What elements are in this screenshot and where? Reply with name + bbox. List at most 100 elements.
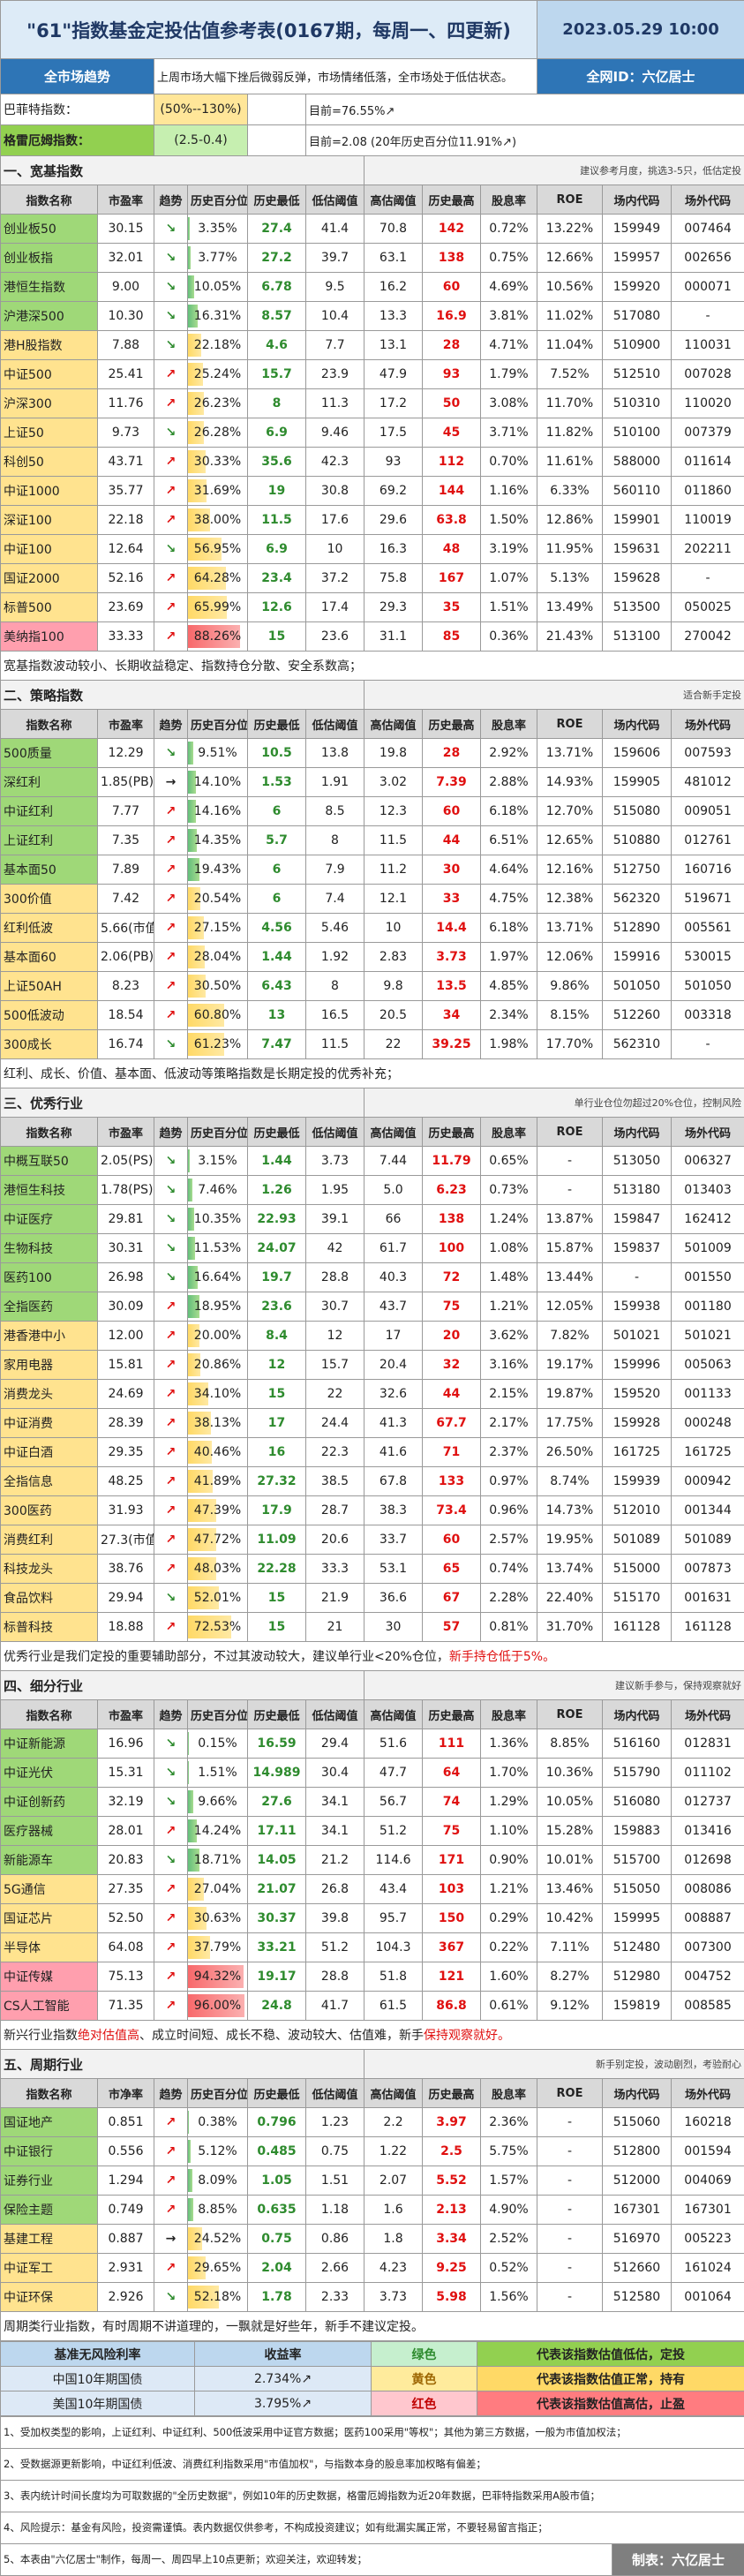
index-row: 港恒生科技 1.78(PS) ↘ 7.46% 1.26 1.95 5.0 6.23 0.73% -…: [0, 1175, 744, 1205]
roe: -: [537, 1146, 603, 1176]
percentile-text: 16.31%: [193, 309, 242, 323]
roe: 15.28%: [537, 1816, 603, 1846]
valuation: 27.35: [97, 1874, 154, 1904]
historic-low: 1.26: [247, 1175, 306, 1205]
high-threshold: 16.3: [364, 534, 423, 564]
roe: -: [537, 2165, 603, 2196]
valuation: 22.18: [97, 505, 154, 535]
roe: 11.70%: [537, 388, 603, 418]
historic-low: 1.44: [247, 942, 306, 972]
otc-code: 162412: [670, 1204, 744, 1234]
low-threshold: 1.91: [305, 767, 364, 797]
index-row: 证券行业 1.294 ↗ 8.09% 1.05 1.51 2.07 5.52 1.57% -512…: [0, 2165, 744, 2196]
percentile-cell: 28.04%: [187, 942, 248, 972]
percentile-text: 7.46%: [198, 1183, 237, 1197]
percentile-cell: 38.00%: [187, 505, 248, 535]
section-title: 一、宽基指数: [0, 155, 364, 185]
roe: 12.65%: [537, 825, 603, 855]
low-threshold: 1.92: [305, 942, 364, 972]
percentile-text: 52.01%: [193, 1591, 242, 1605]
dividend-yield: 4.85%: [480, 971, 537, 1001]
historic-low: 6: [247, 884, 306, 914]
percentile-bar: [188, 392, 204, 415]
roe: 11.95%: [537, 534, 603, 564]
high-threshold: 13.1: [364, 330, 423, 360]
dividend-yield: 2.88%: [480, 767, 537, 797]
dividend-yield: 3.19%: [480, 534, 537, 564]
otc-code: 008086: [670, 1874, 744, 1904]
index-name: 中证100: [0, 534, 98, 564]
index-name: 中证1000: [0, 476, 98, 506]
historic-high: 39.25: [422, 1029, 481, 1059]
exchange-code: 159901: [602, 505, 672, 535]
historic-high: 75: [422, 1292, 481, 1322]
high-threshold: 7.44: [364, 1146, 423, 1176]
index-row: 5G通信 27.35 ↗ 27.04% 21.07 26.8 43.4 103 1.21% 13.…: [0, 1874, 744, 1904]
exchange-code: 516080: [602, 1787, 672, 1817]
title-row: "61"指数基金定投估值参考表(0167期，每周一、四更新) 2023.05.29…: [0, 0, 744, 59]
index-row: 中证1000 35.77 ↗ 31.69% 19 30.8 69.2 144 1.16% 6.33…: [0, 476, 744, 506]
column-header: 指数名称 市净率 趋势 历史百分位 历史最低 低估阈值 高估阈值 历史最高 股息率 ROE 场内代码…: [0, 2078, 744, 2108]
historic-low: 8.4: [247, 1321, 306, 1351]
percentile-text: 61.23%: [193, 1037, 242, 1051]
low-threshold: 42: [305, 1233, 364, 1263]
percentile-cell: 37.79%: [187, 1932, 248, 1962]
dividend-yield: 6.18%: [480, 796, 537, 826]
column-label: 历史百分位: [187, 709, 248, 739]
percentile-bar: [188, 975, 207, 998]
index-name: 科创50: [0, 447, 98, 477]
historic-high: 138: [422, 243, 481, 273]
index-name: 中证500: [0, 359, 98, 389]
otc-code: 501009: [670, 1233, 744, 1263]
percentile-text: 3.35%: [198, 222, 237, 236]
legend-color: 绿色: [371, 2341, 477, 2367]
historic-low: 30.37: [247, 1903, 306, 1933]
low-threshold: 21.9: [305, 1583, 364, 1613]
index-row: 中证新能源 16.96 ↘ 0.15% 16.59 29.4 51.6 111 1.36% 8.8…: [0, 1729, 744, 1759]
percentile-bar: [188, 1208, 194, 1231]
index-row: 中证光伏 15.31 ↘ 1.51% 14.989 30.4 47.7 64 1.70% 10.3…: [0, 1758, 744, 1788]
high-threshold: 41.6: [364, 1437, 423, 1467]
historic-low: 14.05: [247, 1845, 306, 1875]
column-label: 股息率: [480, 2078, 537, 2108]
percentile-cell: 26.28%: [187, 418, 248, 448]
low-threshold: 41.4: [305, 214, 364, 244]
percentile-bar: [188, 450, 207, 473]
buffett-current: 目前=76.55%↗: [304, 94, 744, 125]
dividend-yield: 0.29%: [480, 1903, 537, 1933]
trend: ↘: [154, 301, 188, 331]
trend: ↗: [154, 388, 188, 418]
column-label: 历史最低: [247, 1117, 306, 1147]
column-label: 历史百分位: [187, 2078, 248, 2108]
percentile-cell: 3.15%: [187, 1146, 248, 1176]
roe: 10.36%: [537, 1758, 603, 1788]
index-row: 中证环保 2.926 ↘ 52.18% 1.78 2.33 3.73 5.98 1.56% -51…: [0, 2282, 744, 2312]
roe: 13.87%: [537, 1204, 603, 1234]
exchange-code: 159631: [602, 534, 672, 564]
index-name: 医疗器械: [0, 1816, 98, 1846]
footnote-row: 4、风险提示：基金有风险，投资需谨慎。表内数据仅供参考，不构成投资建议；如有纰漏…: [0, 2512, 744, 2544]
index-row: 港恒生指数 9.00 ↘ 10.05% 6.78 9.5 16.2 60 4.69% 10.56%…: [0, 272, 744, 302]
low-threshold: 34.1: [305, 1816, 364, 1846]
exchange-code: 510880: [602, 825, 672, 855]
historic-high: 57: [422, 1612, 481, 1642]
otc-code: 000248: [670, 1408, 744, 1438]
historic-high: 45: [422, 418, 481, 448]
section-footnote: 周期类行业指数，有时周期不讲道理的，一飘就是好些年，新手不建议定投。: [0, 2311, 744, 2341]
section-title: 三、优秀行业: [0, 1088, 364, 1118]
index-row: 国证2000 52.16 ↗ 64.28% 23.4 37.2 75.8 167 1.07% 5.…: [0, 563, 744, 593]
valuation: 2.931: [97, 2253, 154, 2283]
percentile-text: 14.24%: [193, 1824, 242, 1838]
historic-high: 32: [422, 1350, 481, 1380]
historic-high: 367: [422, 1932, 481, 1962]
historic-low: 6.9: [247, 534, 306, 564]
legend-row: 基准无风险利率 收益率 绿色 代表该指数估值低估，定投: [0, 2341, 744, 2367]
historic-high: 121: [422, 1962, 481, 1992]
index-row: 标普500 23.69 ↗ 65.99% 12.6 17.4 29.3 35 1.51% 13.4…: [0, 592, 744, 622]
historic-high: 34: [422, 1000, 481, 1030]
valuation: 16.74: [97, 1029, 154, 1059]
low-threshold: 1.23: [305, 2107, 364, 2137]
high-threshold: 32.6: [364, 1379, 423, 1409]
otc-code: 012737: [670, 1787, 744, 1817]
buffett-range: (50%--130%): [154, 94, 248, 125]
